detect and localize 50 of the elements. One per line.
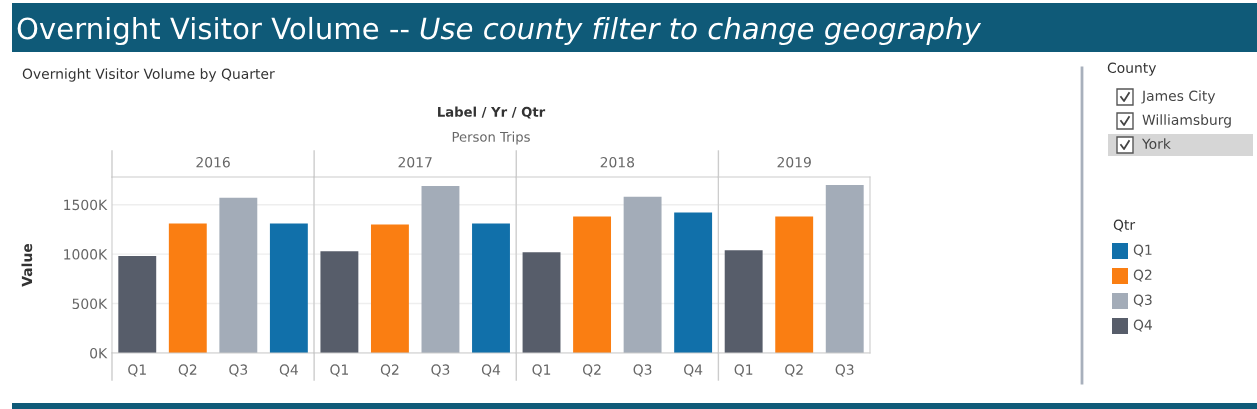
x-tick-label: Q1 [532, 364, 551, 377]
y-tick-label: 0K [90, 347, 108, 359]
y-axis-title: Value [21, 243, 33, 287]
category-label: James City [1141, 90, 1216, 104]
x-tick-label: Q1 [734, 364, 753, 377]
bar [370, 224, 409, 353]
text: Use county filter to change geography [420, 16, 982, 46]
y-tick-label: 1500K [64, 199, 108, 211]
x-tick-label: Q3 [633, 364, 652, 377]
bar [573, 216, 612, 353]
x-tick-label: Q2 [582, 364, 601, 377]
bar [522, 252, 561, 353]
bar [674, 212, 713, 353]
category-label: Q1 [1133, 244, 1152, 257]
x-tick-label: Q2 [380, 364, 399, 377]
x-tick-label: Q4 [684, 364, 703, 377]
x-tick-label: Q4 [279, 364, 298, 377]
bar [118, 256, 157, 353]
bar [472, 223, 510, 353]
chart-title: 2017 [398, 156, 432, 168]
category-label: Q4 [1133, 319, 1152, 332]
bar [269, 223, 308, 353]
bar [168, 223, 207, 353]
chart-title: 2018 [600, 156, 635, 168]
y-tick-label: 1000K [64, 249, 108, 260]
x-tick-label: Q4 [481, 364, 501, 377]
x-tick-label: Q1 [128, 364, 146, 377]
x-tick-label: Q3 [229, 364, 248, 377]
category-label: Q3 [1133, 294, 1152, 307]
chart-title: 2016 [196, 156, 230, 168]
text: Overnight Visitor Volume by Quarter [22, 68, 275, 82]
legend-title: Qtr [1113, 219, 1136, 232]
bar [219, 197, 258, 353]
x-tick-label: Q3 [431, 364, 450, 377]
text: Label / Yr / Qtr [438, 106, 546, 119]
category-label: Williamsburg [1142, 114, 1231, 128]
bar [320, 251, 359, 353]
text: Person Trips [452, 131, 530, 145]
x-tick-label: Q1 [330, 364, 348, 377]
text: Overnight Visitor Volume -- [17, 16, 409, 46]
bar [421, 185, 460, 353]
y-tick-label: 500K [72, 298, 108, 310]
bar [623, 196, 662, 353]
x-tick-label: Q2 [178, 364, 197, 377]
x-tick-label: Q2 [785, 364, 803, 377]
category-label: York [1141, 138, 1171, 150]
chart-title: 2019 [777, 156, 811, 168]
x-tick-label: Q3 [835, 364, 854, 377]
category-label: Q2 [1133, 269, 1152, 282]
text: County [1107, 62, 1157, 76]
